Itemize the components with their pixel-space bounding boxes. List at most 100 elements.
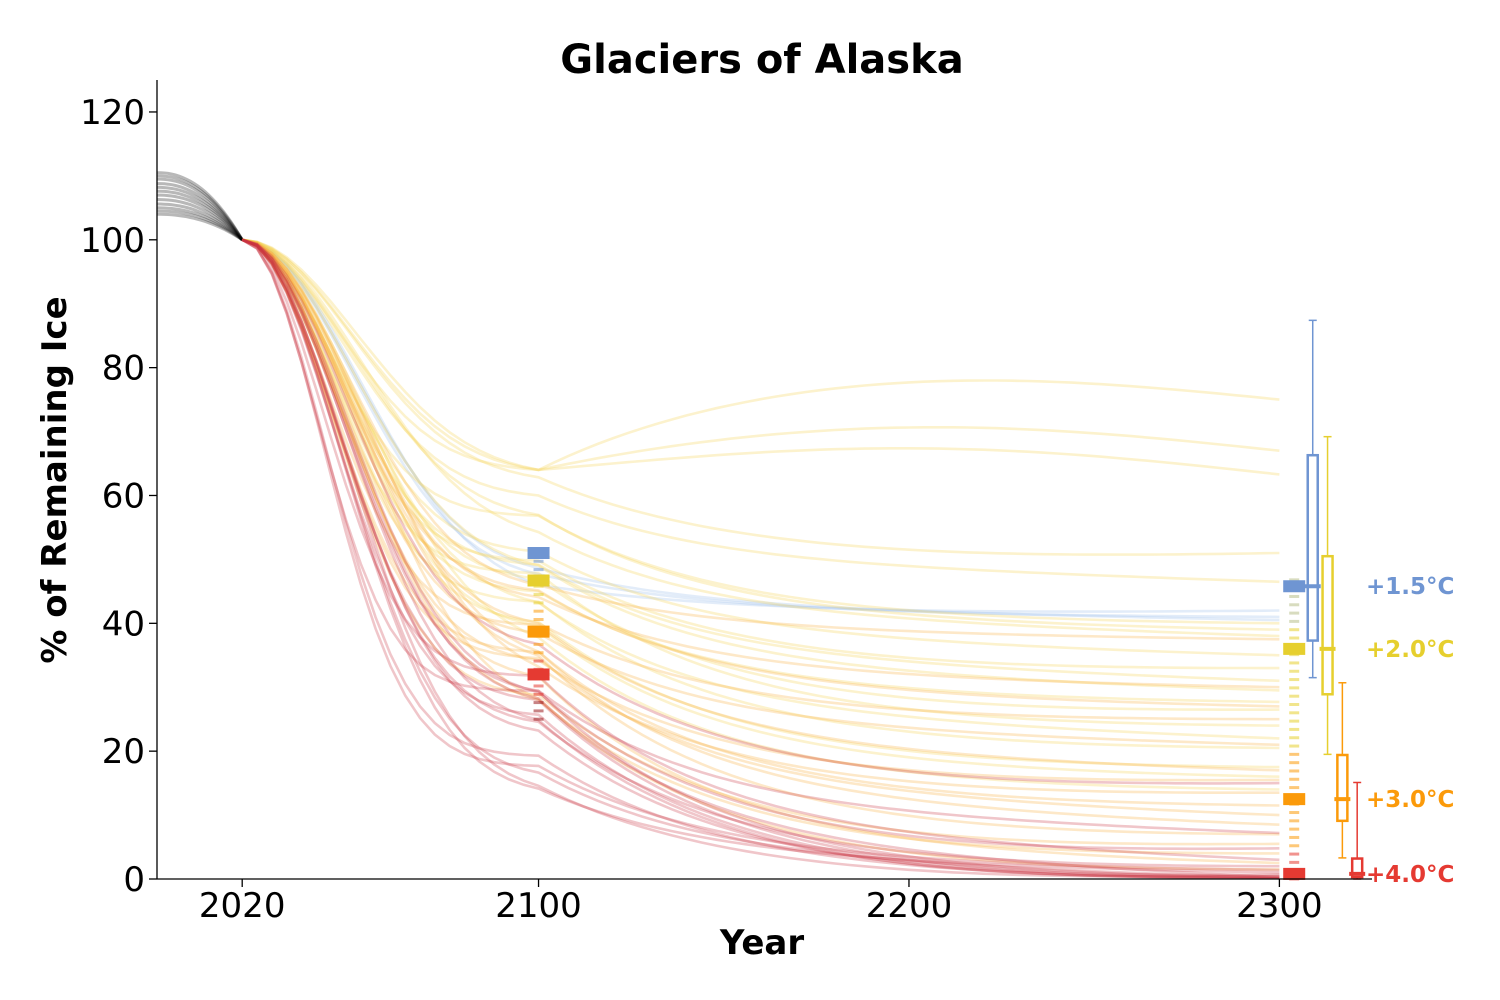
median-marker-2300: [1283, 642, 1306, 655]
plot-area: [157, 171, 1280, 879]
x-tick-label: 2200: [866, 886, 953, 926]
historical-line: [157, 174, 244, 241]
projection-line: [241, 238, 1280, 712]
projection-line: [241, 238, 1280, 879]
projection-line: [242, 238, 1280, 472]
projection-line: [241, 238, 1280, 750]
x-tick-label: 2020: [199, 886, 286, 926]
y-tick-label: 80: [102, 349, 145, 389]
projection-line: [242, 238, 1280, 472]
projection-line: [241, 238, 1280, 879]
box-body: [1336, 753, 1349, 823]
median-marker-2100: [527, 625, 550, 638]
projection-line: [241, 238, 1280, 619]
projection-line: [241, 238, 1280, 778]
projection-line: [241, 238, 1280, 871]
median-marker-2300: [1283, 793, 1306, 806]
projection-line: [241, 238, 1280, 657]
y-tick-label: 120: [80, 93, 145, 133]
projection-line: [241, 238, 1280, 868]
x-tick-label: 2300: [1236, 886, 1323, 926]
markers-layer: [527, 319, 1366, 881]
projection-line: [241, 238, 1280, 670]
chart-title: Glaciers of Alaska: [560, 37, 963, 83]
historical-line: [157, 193, 244, 241]
projection-line: [241, 238, 1280, 791]
projection-line: [241, 238, 1280, 879]
scenario-label: +4.0°C: [1366, 862, 1454, 888]
historical-line: [157, 189, 244, 241]
box-body: [1306, 453, 1319, 642]
projection-line: [241, 238, 1280, 721]
y-axis-label: % of Remaining Ice: [35, 296, 75, 663]
projection-line: [241, 238, 1280, 625]
projection-line: [241, 238, 1280, 638]
projection-line: [241, 238, 1280, 879]
projection-line: [241, 238, 1280, 740]
x-axis-label: Year: [719, 923, 805, 963]
projection-line: [241, 238, 1280, 862]
projection-line: [241, 238, 1280, 795]
projection-line: [241, 238, 1280, 872]
projection-line: [242, 238, 1280, 556]
projection-line: [241, 238, 1280, 769]
y-tick-label: 40: [102, 604, 145, 644]
historical-line: [157, 206, 244, 241]
historical-line: [157, 171, 244, 241]
historical-line: [157, 209, 244, 242]
projection-line: [241, 238, 1280, 476]
projection-line: [241, 238, 1280, 641]
projection-line: [241, 238, 1280, 689]
projection-line: [241, 238, 1280, 747]
projection-line: [241, 238, 1280, 785]
projection-line: [241, 238, 1280, 879]
projection-line: [241, 238, 1280, 877]
y-tick-label: 20: [102, 732, 145, 772]
y-tick-label: 0: [123, 860, 145, 900]
box-body: [1321, 554, 1334, 696]
y-tick-label: 60: [102, 476, 145, 516]
historical-line: [157, 177, 244, 241]
projection-line: [241, 238, 1280, 708]
projection-line: [241, 238, 1280, 782]
projection-line: [241, 238, 1280, 879]
projection-line: [241, 238, 1280, 683]
projection-line: [241, 238, 1280, 879]
scenario-labels: +1.5°C +2.0°C +3.0°C +4.0°C: [1366, 574, 1454, 888]
projection-line: [241, 238, 1280, 878]
projection-line: [241, 238, 1280, 817]
projection-line: [241, 238, 1280, 826]
projection-line: [241, 238, 1280, 704]
x-tick-label: 2100: [495, 886, 582, 926]
projection-line: [241, 238, 1280, 727]
median-marker-2300: [1283, 580, 1306, 593]
box-body: [1350, 857, 1364, 879]
historical-line: [157, 202, 244, 241]
axes-layer: 0 20 40 60 80 100 120 2020 2100 2200 2300: [80, 80, 1372, 926]
scenario-label: +1.5°C: [1366, 574, 1454, 600]
projection-line: [241, 238, 1280, 836]
projection-line: [241, 238, 1280, 846]
projection-line: [241, 238, 1280, 692]
historical-line: [157, 185, 244, 241]
projection-line: [241, 238, 1280, 851]
projection-line: [241, 238, 1280, 855]
projection-line: [241, 238, 1280, 622]
projection-line: [241, 238, 1280, 874]
projection-line: [241, 238, 1280, 772]
historical-line: [157, 212, 244, 242]
projection-line: [241, 238, 1280, 835]
median-marker-2100: [527, 668, 550, 681]
projection-line: [241, 238, 1280, 865]
projection-line: [241, 238, 1280, 584]
projection-line: [241, 238, 1280, 613]
median-marker-2300: [1283, 867, 1306, 880]
y-tick-label: 100: [80, 221, 145, 261]
scenario-label: +2.0°C: [1366, 637, 1454, 663]
median-marker-2100: [527, 547, 550, 560]
projection-line: [241, 238, 1280, 807]
median-marker-2100: [527, 574, 550, 587]
historical-line: [157, 182, 244, 241]
series-layer: [157, 171, 1280, 879]
